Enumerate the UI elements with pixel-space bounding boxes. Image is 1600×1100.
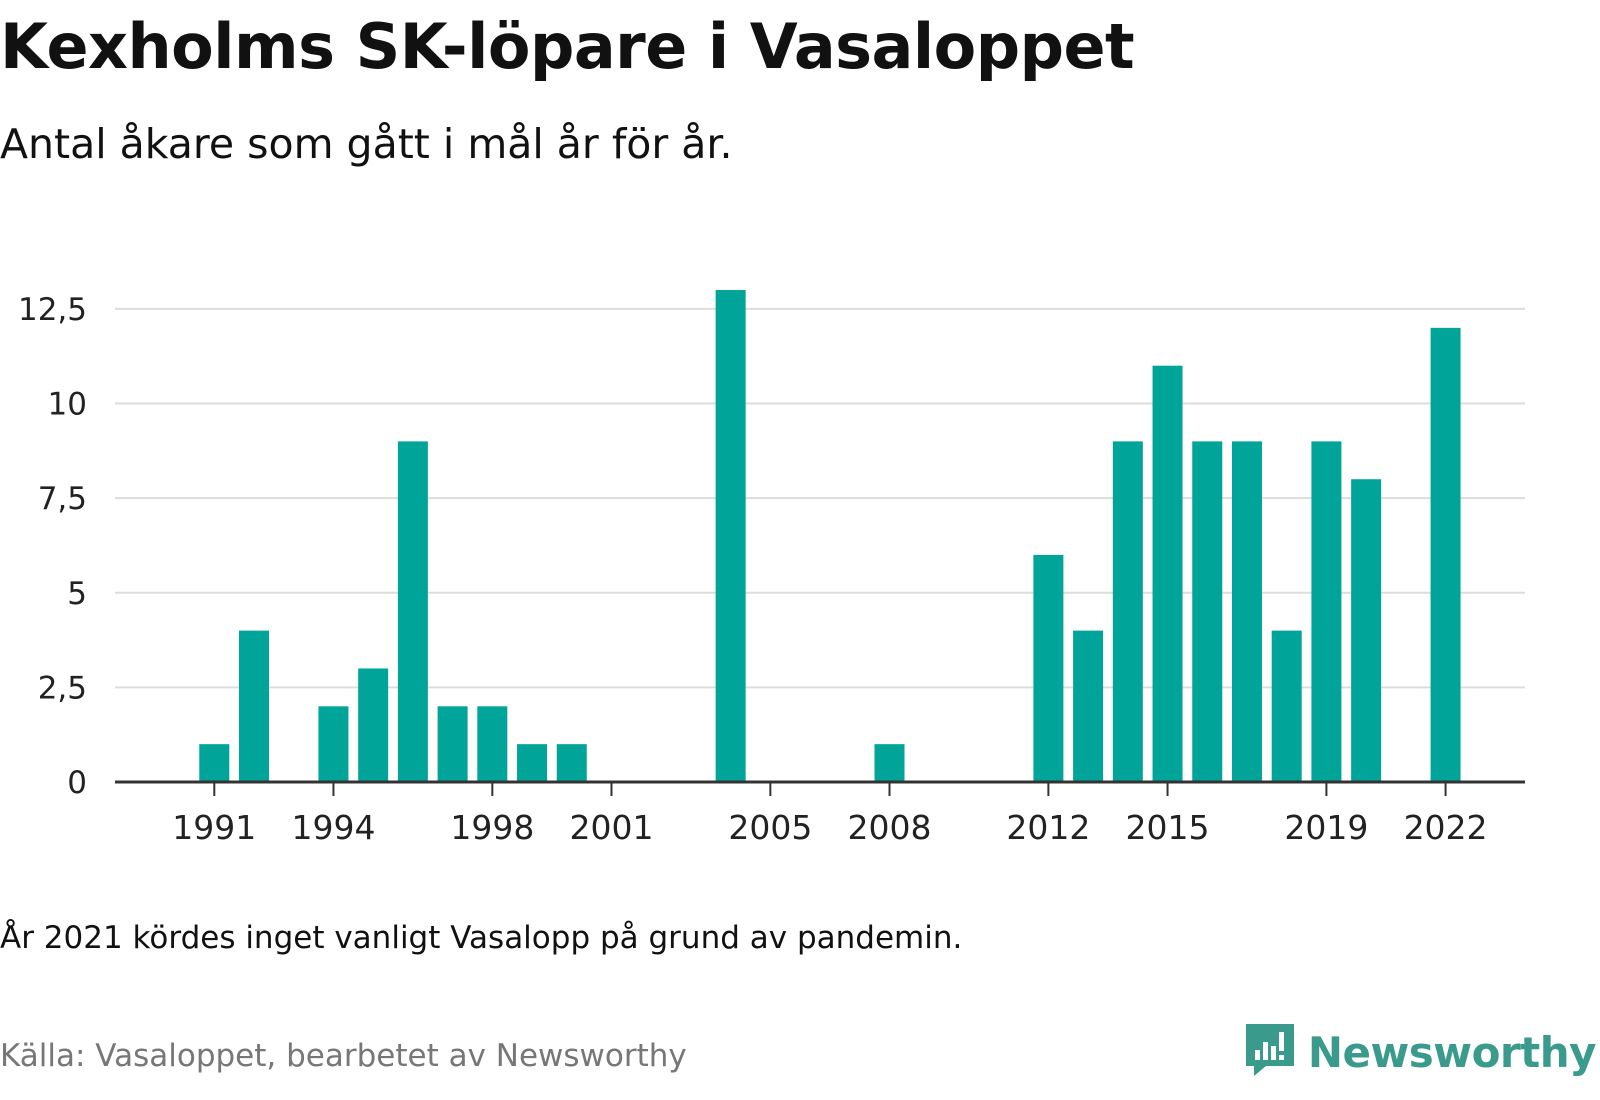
bar-1996 — [397, 441, 428, 782]
brand-name: Newsworthy — [1307, 1027, 1597, 1077]
x-tick-label: 2001 — [569, 808, 653, 847]
y-tick-label: 5 — [67, 576, 87, 612]
y-tick-label: 10 — [48, 387, 87, 423]
bar-2008 — [874, 744, 905, 782]
bar-2020 — [1351, 479, 1382, 782]
bar-2019 — [1311, 441, 1342, 782]
bar-chart: 0 2,5 5 7,5 10 12,5 1991 1994 1998 2001 2005 2008 2… — [18, 290, 1525, 847]
bar-1992 — [239, 630, 270, 782]
y-axis-ticks: 0 2,5 5 7,5 10 12,5 — [18, 292, 87, 801]
bar-1998 — [477, 706, 508, 782]
brand: Newsworthy — [1242, 1022, 1597, 1082]
y-tick-label: 0 — [67, 765, 87, 801]
chart-note: År 2021 kördes inget vanligt Vasalopp på… — [0, 920, 963, 956]
y-tick-label: 7,5 — [38, 481, 87, 517]
chart-title: Kexholms SK-löpare i Vasaloppet — [0, 10, 1135, 83]
bar-2015 — [1152, 365, 1183, 782]
bar-1997 — [437, 706, 468, 782]
bar-2004 — [715, 290, 746, 782]
bar-2012 — [1033, 554, 1064, 782]
bar-2022 — [1430, 327, 1461, 782]
bar-2017 — [1231, 441, 1262, 782]
bar-1999 — [517, 744, 548, 782]
x-tick-label: 1991 — [172, 808, 256, 847]
y-tick-label: 12,5 — [18, 292, 87, 328]
newsworthy-logo-icon — [1242, 1022, 1298, 1082]
x-tick-label: 2008 — [848, 808, 932, 847]
bars — [199, 290, 1461, 782]
bar-2000 — [556, 744, 587, 782]
bar-1995 — [358, 668, 389, 782]
x-tick-label: 2012 — [1006, 808, 1090, 847]
bar-2013 — [1073, 630, 1104, 782]
y-tick-label: 2,5 — [38, 670, 87, 706]
bar-1994 — [318, 706, 349, 782]
x-tick-label: 1994 — [291, 808, 375, 847]
x-tick-label: 2005 — [728, 808, 812, 847]
bar-2018 — [1271, 630, 1302, 782]
x-tick-label: 2015 — [1126, 808, 1210, 847]
x-tick-label: 1998 — [450, 808, 534, 847]
bar-2014 — [1112, 441, 1143, 782]
source-text: Källa: Vasaloppet, bearbetet av Newswort… — [0, 1038, 687, 1074]
bar-2016 — [1192, 441, 1223, 782]
x-axis-ticks: 1991 1994 1998 2001 2005 2008 2012 2015 2019 2022 — [172, 782, 1488, 847]
bar-1991 — [199, 744, 230, 782]
chart-subtitle: Antal åkare som gått i mål år för år. — [0, 120, 733, 168]
x-tick-label: 2019 — [1284, 808, 1368, 847]
x-tick-label: 2022 — [1404, 808, 1488, 847]
